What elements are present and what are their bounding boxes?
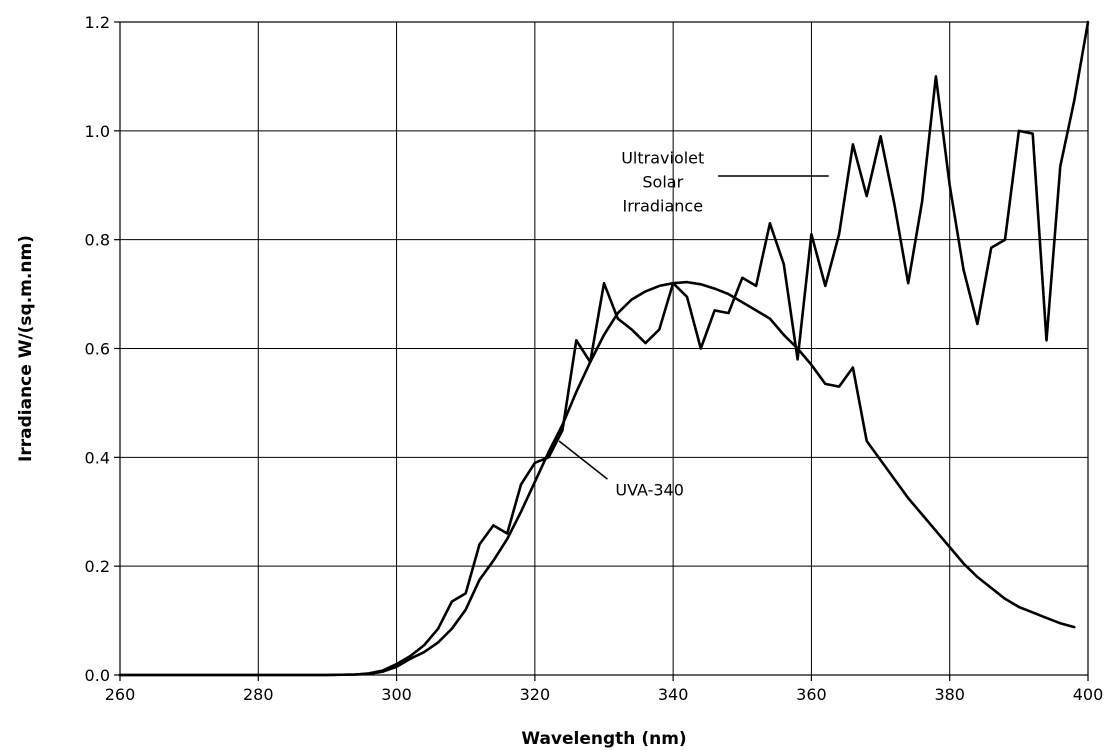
x-tick-label: 260 (105, 685, 136, 704)
series-line-ultraviolet-solar-irradiance (118, 20, 1090, 677)
y-tick-label: 0.4 (85, 448, 110, 467)
x-tick-label: 400 (1073, 685, 1104, 704)
annotation-label: UVA-340 (615, 480, 684, 499)
y-tick-label: 1.0 (85, 122, 110, 141)
x-tick-label: 300 (381, 685, 412, 704)
annotation-line: UVA-340 (615, 480, 684, 499)
tick-group: 260 280 300 320 340 360 380 400 0.0 0.2 0.4 0.6 0.8 1… (85, 13, 1104, 704)
y-tick-label: 0.2 (85, 557, 110, 576)
annotation-leader-line (558, 440, 608, 480)
y-tick-label: 1.2 (85, 13, 110, 32)
x-tick-label: 320 (520, 685, 551, 704)
annotation-label: Ultraviolet Solar Irradiance (621, 148, 704, 215)
y-axis-label: Irradiance W/(sq.m.nm) (16, 235, 36, 462)
annotation-line: Irradiance (622, 196, 703, 215)
annotation-line: Ultraviolet (621, 148, 704, 167)
x-tick-label: 380 (934, 685, 965, 704)
y-tick-label: 0.8 (85, 231, 110, 250)
y-tick-label: 0.6 (85, 340, 110, 359)
x-axis-label: Wavelength (nm) (521, 729, 686, 749)
series-line-uva-340 (118, 280, 1076, 677)
x-tick-label: 360 (796, 685, 827, 704)
x-tick-label: 340 (658, 685, 689, 704)
annotation-group: Ultraviolet Solar Irradiance UVA-340 (558, 148, 829, 499)
grid-lines (119, 21, 1089, 676)
x-tick-label: 280 (243, 685, 274, 704)
annotation-line: Solar (642, 172, 683, 191)
y-tick-label: 0.0 (85, 666, 110, 685)
series-group (118, 20, 1090, 677)
